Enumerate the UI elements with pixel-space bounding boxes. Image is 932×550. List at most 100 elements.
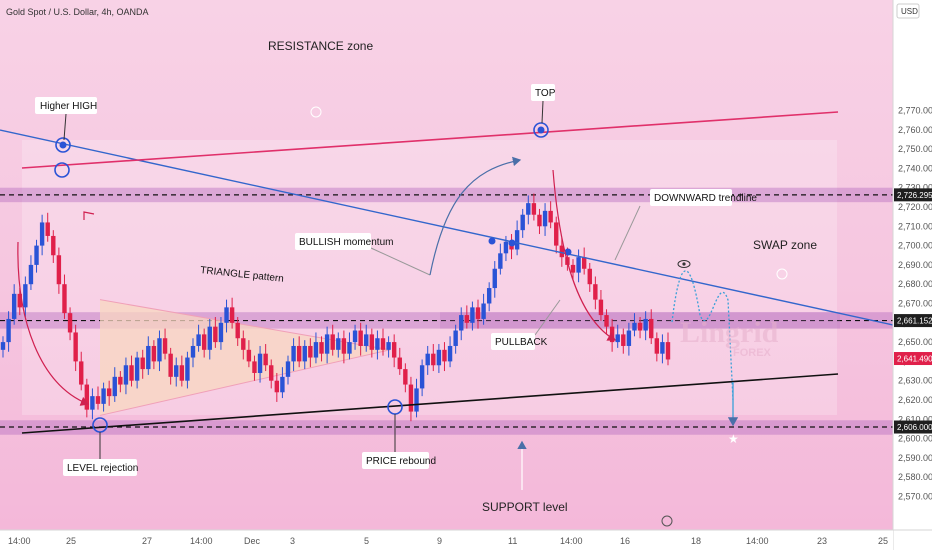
flag-icon [83, 211, 95, 220]
candle [403, 369, 408, 385]
candle [90, 396, 95, 410]
price-axis[interactable] [893, 0, 932, 550]
price-tag-label: 2,726.295 [897, 191, 932, 200]
candle [492, 268, 497, 289]
candle [548, 210, 553, 223]
trendline-touch-dot [59, 141, 67, 149]
triangle-pattern-shape [99, 299, 391, 416]
candle [576, 257, 581, 273]
triangle-lower-edge [99, 349, 391, 416]
trendline-touch-dot [488, 237, 496, 245]
candle [285, 361, 291, 377]
candle [123, 365, 129, 385]
candle [364, 334, 369, 346]
candle [190, 345, 196, 358]
candle [185, 357, 190, 381]
candle [269, 365, 274, 381]
candle [615, 334, 620, 343]
support-trendline [21, 373, 839, 434]
candle [637, 322, 643, 331]
candle [62, 284, 67, 314]
event-marker-icon [776, 268, 788, 280]
candle [643, 318, 648, 331]
candle [470, 307, 475, 323]
pivot-circle [54, 162, 70, 178]
candle [531, 203, 537, 215]
watermark: Lingrid FOREX [680, 316, 779, 359]
x-tick-label: 14:00 [190, 536, 213, 546]
candle [134, 357, 140, 381]
candle [660, 342, 665, 354]
candle [45, 222, 50, 236]
y-tick-label: 2,620.000 [898, 395, 932, 405]
candle [604, 315, 609, 327]
candle [218, 322, 224, 343]
candle [151, 345, 157, 362]
event-marker-icon [310, 106, 322, 118]
candle [408, 384, 414, 412]
candle [302, 345, 307, 362]
target-star-icon: ★ [728, 432, 739, 446]
top-pointer [541, 100, 544, 124]
candle [475, 307, 481, 319]
y-tick-label: 2,690.000 [898, 260, 932, 270]
time-axis[interactable] [0, 530, 893, 550]
svg-text:BULLISH momentum: BULLISH momentum [299, 237, 393, 248]
candle [146, 345, 151, 370]
bullish-arrow [429, 156, 522, 276]
candle [213, 326, 218, 343]
svg-text:TOP: TOP [535, 88, 556, 99]
candle [537, 214, 542, 227]
x-tick-label: 9 [437, 536, 442, 546]
y-tick-label: 2,610.000 [898, 414, 932, 424]
y-tick-label: 2,700.000 [898, 241, 932, 251]
candle [95, 396, 101, 404]
bullish-momentum-pointer [370, 247, 431, 276]
top-callout: TOP [531, 84, 556, 101]
candle [201, 334, 207, 350]
candle [17, 293, 22, 308]
price-tag [894, 188, 932, 202]
candle [391, 342, 397, 358]
candle [11, 293, 17, 319]
price-rebound-callout: PRICE rebound [362, 452, 436, 469]
price-tag-label: 2,606.000 [897, 423, 932, 432]
triangle-upper-edge [99, 299, 391, 351]
watermark-name: Lingrid [680, 316, 779, 349]
candle [101, 388, 106, 404]
candle [0, 342, 6, 350]
x-tick-label: 3 [290, 536, 295, 546]
candle [542, 210, 548, 227]
pullback-callout: PULLBACK [491, 333, 548, 350]
candle [118, 376, 123, 385]
candle [229, 307, 235, 323]
candle [313, 342, 319, 358]
candle [106, 388, 112, 397]
candle [308, 345, 313, 358]
candle [503, 241, 509, 254]
lightning-icon [661, 515, 673, 527]
candle [598, 299, 604, 316]
currency-button[interactable] [896, 3, 920, 19]
candle [341, 338, 347, 354]
x-tick-label: 23 [817, 536, 827, 546]
x-tick-label: 5 [364, 536, 369, 546]
y-ticks: 2,570.000 2,580.000 2,590.000 2,600.000 2,61… [898, 106, 932, 502]
candle [39, 222, 45, 246]
x-tick-label: 18 [691, 536, 701, 546]
candle [140, 357, 145, 370]
candle [559, 245, 565, 258]
candle [486, 288, 492, 304]
level-rejection-callout: LEVEL rejection [63, 459, 138, 476]
price-tag [894, 352, 932, 366]
bullish-momentum-callout: BULLISH momentum [295, 233, 393, 250]
downward-trendline-callout: DOWNWARD trendline [650, 189, 757, 206]
trendline-touch-dot [508, 239, 516, 247]
y-tick-label: 2,750.000 [898, 144, 932, 154]
annotations: ★ [17, 100, 788, 527]
candle [425, 353, 430, 366]
candle [453, 330, 458, 346]
candle [34, 245, 39, 265]
